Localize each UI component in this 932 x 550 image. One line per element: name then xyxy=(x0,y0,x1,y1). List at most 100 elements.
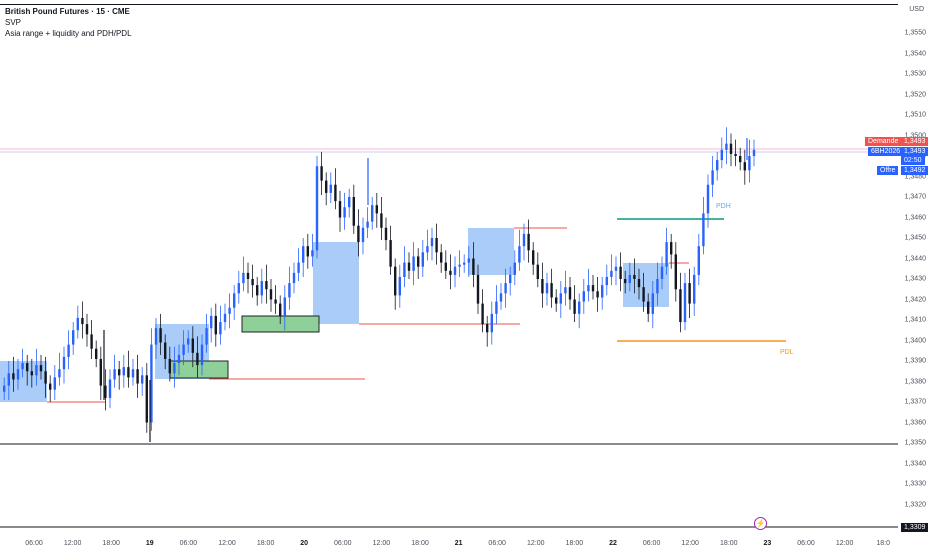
candle-body[interactable] xyxy=(555,297,558,304)
candle-body[interactable] xyxy=(62,356,66,370)
candle-body[interactable] xyxy=(164,342,167,359)
candle-body[interactable] xyxy=(417,256,420,267)
candle-body[interactable] xyxy=(334,184,337,202)
candle-body[interactable] xyxy=(573,299,576,314)
candle-body[interactable] xyxy=(375,205,378,214)
candle-body[interactable] xyxy=(614,266,618,271)
candle-body[interactable] xyxy=(596,291,599,298)
candle-body[interactable] xyxy=(145,375,148,423)
candle-body[interactable] xyxy=(513,262,516,275)
candle-body[interactable] xyxy=(656,279,659,294)
candle-body[interactable] xyxy=(187,338,190,345)
candle-body[interactable] xyxy=(642,287,645,302)
candle-body[interactable] xyxy=(591,285,595,292)
candle-body[interactable] xyxy=(210,315,213,329)
candle-body[interactable] xyxy=(205,328,208,345)
candle-body[interactable] xyxy=(292,272,296,284)
candle-body[interactable] xyxy=(233,293,236,308)
candle-body[interactable] xyxy=(53,377,56,390)
candle-body[interactable] xyxy=(159,328,162,343)
candle-body[interactable] xyxy=(647,301,650,314)
candle-body[interactable] xyxy=(541,279,544,294)
candle-body[interactable] xyxy=(633,274,636,279)
candle-body[interactable] xyxy=(688,283,691,304)
candle-body[interactable] xyxy=(683,283,687,323)
candle-body[interactable] xyxy=(315,166,319,251)
candle-body[interactable] xyxy=(269,289,273,300)
candle-body[interactable] xyxy=(435,238,438,253)
candle-body[interactable] xyxy=(219,322,222,335)
candle-body[interactable] xyxy=(725,143,728,150)
candle-body[interactable] xyxy=(196,352,199,366)
candle-body[interactable] xyxy=(141,375,144,384)
candle-body[interactable] xyxy=(242,272,245,284)
price-axis[interactable]: USD 1,3550 1,3540 1,3530 1,3520 1,3510 1,3500… xyxy=(898,0,932,550)
candle-body[interactable] xyxy=(412,256,415,271)
candle-body[interactable] xyxy=(637,279,641,288)
candle-body[interactable] xyxy=(578,301,581,314)
candle-body[interactable] xyxy=(467,258,470,263)
candle-body[interactable] xyxy=(499,293,503,302)
candle-body[interactable] xyxy=(582,291,585,302)
candle-body[interactable] xyxy=(16,369,20,380)
candle-body[interactable] xyxy=(421,252,424,267)
candle-body[interactable] xyxy=(81,317,84,325)
indicator-svp[interactable]: SVP xyxy=(5,18,22,27)
candle-body[interactable] xyxy=(407,262,411,271)
candle-body[interactable] xyxy=(44,371,47,384)
candle-body[interactable] xyxy=(76,317,79,331)
candle-body[interactable] xyxy=(665,242,668,267)
candle-body[interactable] xyxy=(476,274,480,304)
chart-legend[interactable]: British Pound Futures · 15 · CME SVP Asi… xyxy=(5,6,132,39)
candle-body[interactable] xyxy=(706,184,710,214)
candle-body[interactable] xyxy=(527,233,530,251)
candle-body[interactable] xyxy=(674,254,677,290)
candle-body[interactable] xyxy=(39,365,43,372)
candle-body[interactable] xyxy=(99,358,102,386)
candle-body[interactable] xyxy=(444,262,447,271)
candle-body[interactable] xyxy=(651,293,654,314)
candle-body[interactable] xyxy=(251,279,254,286)
candle-body[interactable] xyxy=(743,162,746,171)
candle-body[interactable] xyxy=(7,373,10,386)
candle-body[interactable] xyxy=(104,385,107,398)
candle-body[interactable] xyxy=(256,285,259,296)
candle-body[interactable] xyxy=(518,246,521,263)
candle-body[interactable] xyxy=(720,149,723,161)
candle-body[interactable] xyxy=(463,262,466,265)
candle-body[interactable] xyxy=(297,262,300,273)
candle-body[interactable] xyxy=(279,303,282,316)
candle-body[interactable] xyxy=(95,348,98,359)
candle-body[interactable] xyxy=(716,160,719,171)
candle-body[interactable] xyxy=(729,143,733,154)
candle-body[interactable] xyxy=(679,289,682,323)
candle-body[interactable] xyxy=(311,250,314,257)
candle-body[interactable] xyxy=(191,338,194,353)
candle-body[interactable] xyxy=(113,369,116,380)
candle-body[interactable] xyxy=(440,252,443,263)
asia-range-box[interactable] xyxy=(468,228,514,275)
candle-body[interactable] xyxy=(150,344,153,423)
candle-body[interactable] xyxy=(426,246,429,253)
asia-range-box[interactable] xyxy=(313,242,359,324)
candle-body[interactable] xyxy=(35,365,38,376)
candle-body[interactable] xyxy=(739,156,742,163)
candle-body[interactable] xyxy=(302,246,305,263)
candle-body[interactable] xyxy=(748,156,751,171)
candle-body[interactable] xyxy=(394,266,397,296)
candle-body[interactable] xyxy=(610,270,613,277)
symbol-title[interactable]: British Pound Futures · 15 · CME xyxy=(5,7,130,16)
candle-body[interactable] xyxy=(58,369,61,378)
lightning-icon[interactable]: ⚡ xyxy=(754,517,767,530)
candle-body[interactable] xyxy=(734,153,737,156)
candle-body[interactable] xyxy=(3,385,6,392)
indicator-asia-range[interactable]: Asia range + liquidity and PDH/PDL xyxy=(5,29,132,38)
candle-body[interactable] xyxy=(348,197,351,208)
candle-body[interactable] xyxy=(624,279,627,284)
candle-body[interactable] xyxy=(587,285,590,292)
candle-body[interactable] xyxy=(118,369,121,376)
candle-body[interactable] xyxy=(154,328,158,345)
candle-body[interactable] xyxy=(568,287,572,300)
candle-body[interactable] xyxy=(693,274,696,304)
